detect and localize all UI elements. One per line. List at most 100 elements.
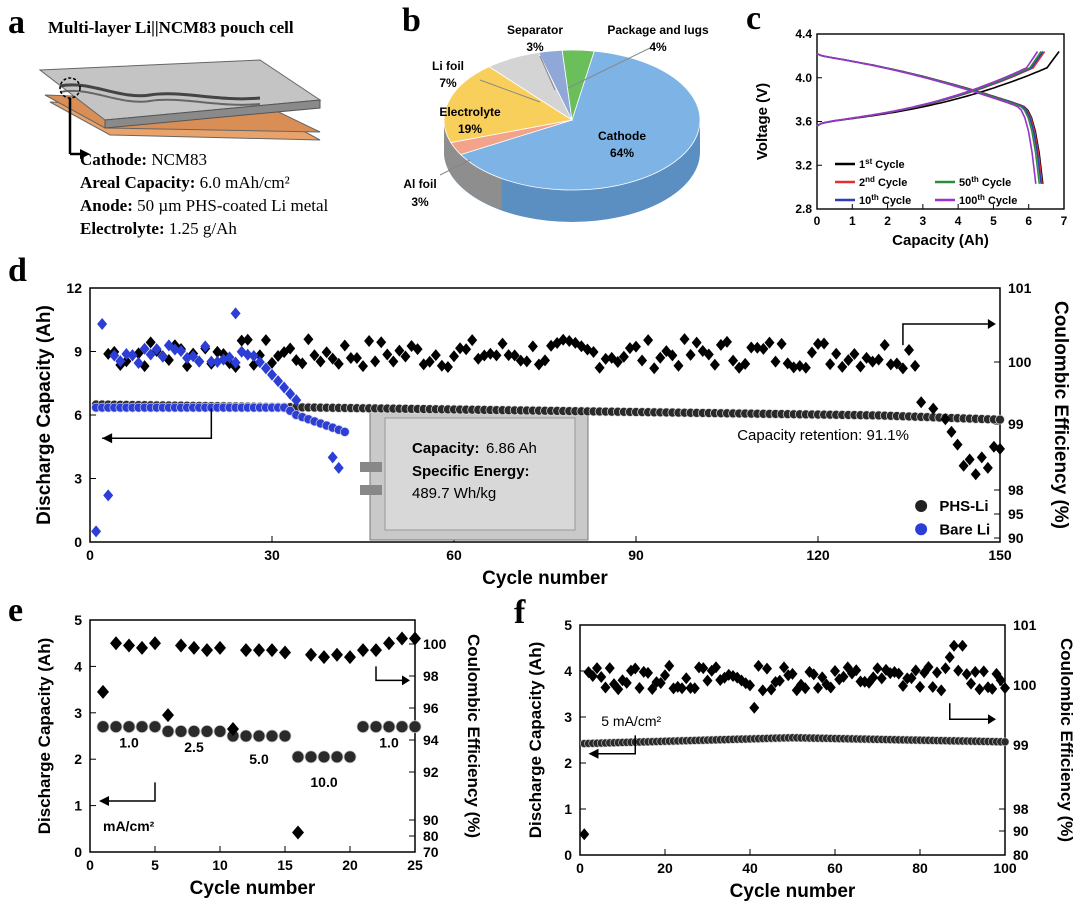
inset-pouch-body — [384, 417, 576, 531]
legend-phs-label: PHS-Li — [939, 498, 988, 515]
arrow-right-icon — [402, 675, 410, 686]
right-tick-label: 90 — [1013, 823, 1029, 839]
ce-point — [681, 672, 692, 685]
panel-label-a: a — [8, 4, 25, 41]
y-tick-label: 0 — [74, 844, 82, 860]
phs-ce-point — [455, 342, 466, 355]
phs-ce-point — [333, 357, 344, 370]
phs-ce-point — [606, 351, 617, 364]
phs-ce-point — [910, 359, 921, 372]
x-tick-label: 60 — [446, 547, 462, 563]
y-tick-label: 4.0 — [795, 71, 812, 85]
capacity-point — [1000, 737, 1010, 747]
capacity-point — [96, 720, 110, 734]
arrow-right-icon — [987, 318, 996, 329]
phs-ce-point — [885, 358, 896, 371]
ce-point — [227, 722, 239, 737]
phs-ce-point — [958, 459, 969, 472]
bare-ce-point — [127, 349, 138, 362]
phs-ce-point — [540, 354, 550, 367]
bare-ce-point — [333, 461, 344, 474]
bare-ce-point — [260, 362, 271, 375]
cell-specs: Cathode: NCM83 Areal Capacity: 6.0 mAh/c… — [80, 148, 328, 240]
ce-point — [266, 643, 278, 658]
capacity-point — [317, 750, 331, 764]
ce-point — [97, 684, 109, 699]
ce-point — [906, 672, 917, 685]
right-tick-label: 100 — [1013, 677, 1037, 693]
ce-point — [817, 671, 828, 684]
ce-point — [698, 662, 709, 675]
ce-point — [944, 651, 955, 664]
phs-ce-point — [655, 351, 666, 364]
phs-ce-point — [904, 343, 914, 356]
bare-ce-point — [145, 348, 156, 361]
x-tick-label: 40 — [742, 860, 758, 876]
y-tick-label: 1 — [564, 801, 572, 817]
ce-point — [927, 681, 938, 694]
ce-point — [923, 661, 934, 674]
ce-point — [745, 679, 755, 692]
ce-point — [604, 662, 615, 675]
ce-point — [978, 665, 989, 678]
ce-point — [660, 669, 670, 682]
ce-point — [201, 643, 213, 658]
capacity-point — [291, 750, 305, 764]
capacity-point — [239, 729, 253, 743]
ce-point — [987, 682, 998, 695]
x-tick-label: 2 — [884, 214, 891, 228]
arrow-left-icon — [99, 795, 109, 806]
bare-ce-point — [182, 352, 193, 365]
phs-ce-point — [819, 337, 830, 350]
capacity-point — [330, 750, 344, 764]
layer-line — [59, 83, 261, 101]
ce-point — [974, 683, 985, 696]
phs-ce-point — [928, 402, 939, 415]
phs-ce-point — [758, 342, 769, 355]
phs-ce-point — [806, 346, 817, 359]
phs-ce-point — [260, 334, 271, 347]
bare-ce-point — [267, 368, 277, 381]
ce-point — [110, 636, 122, 651]
pouch-cell-title: Multi-layer Li||NCM83 pouch cell — [48, 18, 294, 37]
ce-point — [344, 650, 356, 665]
capacity-point — [122, 720, 136, 734]
arrow-right-icon — [988, 714, 996, 725]
ce-point — [838, 670, 849, 683]
y-tick-label: 4.4 — [795, 27, 812, 41]
right-tick-label: 90 — [423, 812, 439, 828]
phs-ce-point — [527, 340, 538, 353]
ce-point — [804, 665, 815, 678]
phs-ce-point — [515, 354, 526, 367]
legend-label: 1st Cycle — [859, 157, 905, 171]
bare-ce-point — [97, 317, 108, 330]
ce-point — [723, 668, 734, 681]
phs-ce-point — [831, 347, 842, 360]
phs-ce-point — [843, 354, 854, 367]
pouch-cell-illustration — [38, 59, 322, 159]
phs-ce-point — [376, 336, 387, 349]
x-tick-label: 3 — [920, 214, 927, 228]
right-tick-label: 70 — [423, 844, 439, 860]
unit-label: mA/cm² — [103, 818, 155, 834]
pie-value-label: 3% — [411, 195, 429, 209]
phs-ce-point — [624, 342, 635, 355]
pie-slice — [459, 50, 701, 191]
ce-point — [910, 664, 921, 677]
x-axis-title: Cycle number — [730, 881, 856, 902]
phs-ce-point — [370, 355, 381, 368]
phs-ce-point — [400, 350, 411, 363]
phs-ce-point — [952, 438, 963, 451]
y-tick-label: 12 — [66, 280, 82, 296]
bare-ce-point — [121, 348, 132, 361]
x-tick-label: 7 — [1061, 214, 1068, 228]
pie-chart-mass-breakdown: Cathode 64% Al foil 3% Electrolyte 19% Li foil… — [403, 23, 709, 222]
phs-ce-point — [679, 333, 690, 346]
bare-ce-point — [248, 349, 259, 362]
phs-ce-point — [612, 356, 623, 369]
ce-point — [876, 672, 887, 685]
x-tick-label: 120 — [806, 547, 830, 563]
phs-ce-point — [576, 340, 587, 353]
x-tick-label: 0 — [86, 857, 94, 873]
